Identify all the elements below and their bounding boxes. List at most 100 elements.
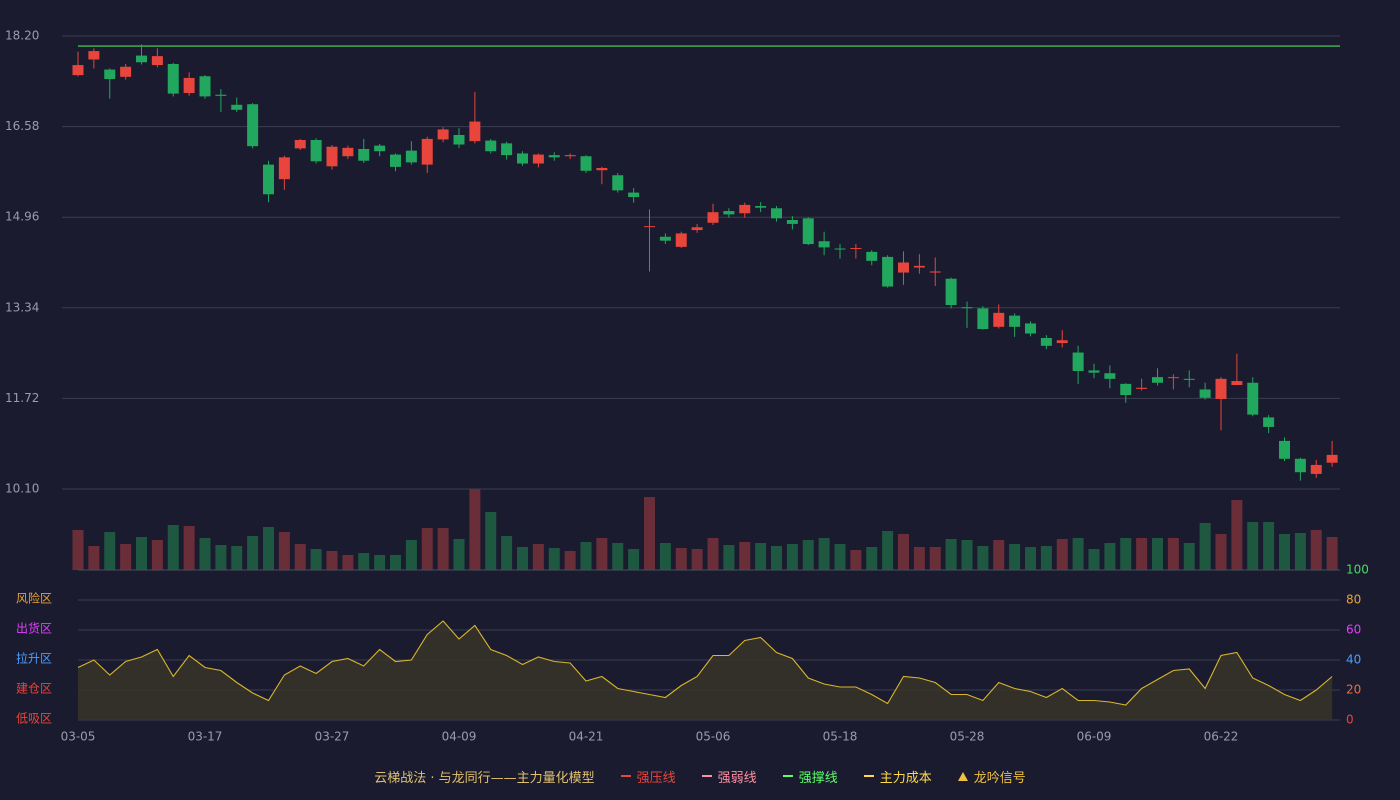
volume-bar xyxy=(263,527,274,570)
legend-item: 强弱线 xyxy=(701,767,757,786)
x-tick-label: 05-28 xyxy=(950,730,985,744)
zone-label: 低吸区 xyxy=(16,712,52,726)
volume-bar xyxy=(342,555,354,570)
volume-bar xyxy=(834,544,846,570)
volume-bar xyxy=(326,551,338,570)
indicator-tick-label: 100 xyxy=(1346,563,1369,577)
candle-body xyxy=(326,146,338,167)
x-tick-label: 03-17 xyxy=(188,730,223,744)
candle-body xyxy=(231,104,243,110)
candle-body xyxy=(675,233,687,247)
candle-body xyxy=(882,256,894,287)
legend: 云梯战法 · 与龙同行——主力量化模型 强压线 强弱线 强撑线 主力成本 龙吟信号 xyxy=(0,766,1400,786)
volume-bar xyxy=(1072,538,1084,570)
volume-bar xyxy=(818,538,830,570)
candle-body xyxy=(342,147,354,157)
volume-bar xyxy=(1231,500,1243,570)
volume-bar xyxy=(1310,530,1322,570)
candle-body xyxy=(771,208,782,219)
candle-body xyxy=(72,65,84,76)
volume-bar xyxy=(596,538,608,570)
legend-marker xyxy=(620,775,631,777)
candle-body xyxy=(707,212,719,223)
volume-bar xyxy=(421,528,433,570)
volume-bar xyxy=(485,512,497,570)
candle-body xyxy=(612,175,624,191)
candle-body xyxy=(517,153,528,164)
candle-body xyxy=(437,129,449,140)
x-tick-label: 04-09 xyxy=(442,730,477,744)
indicator-tick-label: 80 xyxy=(1346,593,1361,607)
volume-bar xyxy=(993,540,1005,570)
zone-label: 拉升区 xyxy=(16,651,52,666)
candle-body xyxy=(294,140,306,149)
volume-bar xyxy=(183,526,195,570)
candle-body xyxy=(659,236,671,241)
candle-body xyxy=(866,251,878,261)
legend-label: 强压线 xyxy=(636,770,676,786)
volume-bar xyxy=(802,540,814,570)
volume-bar xyxy=(1120,538,1132,570)
legend-label: 龙吟信号 xyxy=(973,770,1026,786)
candle-body xyxy=(485,140,497,152)
volume-bar xyxy=(755,543,767,570)
candle-body xyxy=(644,226,655,228)
candle-body xyxy=(755,206,767,208)
candle-body xyxy=(1152,377,1163,383)
volume-bar xyxy=(358,553,370,570)
legend-marker xyxy=(863,775,874,777)
volume-bar xyxy=(961,540,973,570)
candle-body xyxy=(104,69,116,80)
indicator-tick-label: 40 xyxy=(1346,653,1361,667)
candle-body xyxy=(1183,378,1195,380)
indicator-line xyxy=(77,620,1333,706)
legend-item: 强撑线 xyxy=(782,767,838,786)
candle-body xyxy=(850,247,862,249)
candle-body xyxy=(898,262,909,273)
volume-bar xyxy=(707,538,719,570)
legend-label: 强弱线 xyxy=(717,770,757,786)
volume-bar xyxy=(580,542,592,570)
volume-bar xyxy=(199,538,211,570)
volume-bar xyxy=(405,540,417,570)
candle-body xyxy=(199,76,211,97)
candle-body xyxy=(532,154,544,164)
zone-label: 风险区 xyxy=(16,591,52,606)
volume-bar xyxy=(644,497,655,570)
volume-bar xyxy=(691,549,703,570)
volume-bar xyxy=(1152,538,1163,570)
volume-bar xyxy=(628,549,640,570)
candle-body xyxy=(215,94,227,96)
volume-bar xyxy=(167,525,179,570)
candle-body xyxy=(1294,458,1306,473)
candle-body xyxy=(1215,378,1227,399)
volume-bar xyxy=(104,532,116,570)
volume-bar xyxy=(1104,543,1116,570)
candle-body xyxy=(596,167,608,171)
legend-item: 龙吟信号 xyxy=(957,767,1026,786)
volume-bar xyxy=(120,544,132,570)
volume-bar xyxy=(977,546,989,570)
legend-label: 强撑线 xyxy=(798,770,838,786)
volume-bar xyxy=(929,547,941,570)
volume-bar xyxy=(1136,538,1148,570)
candle-body xyxy=(1199,389,1211,398)
candle-body xyxy=(247,104,259,147)
candle-body xyxy=(390,154,401,167)
volume-bar xyxy=(898,534,909,570)
candle-body xyxy=(1088,370,1100,373)
volume-bar xyxy=(501,536,513,570)
volume-bar xyxy=(1294,533,1306,570)
volume-bar xyxy=(1247,522,1259,570)
candle-body xyxy=(1167,377,1179,379)
y-tick-label: 10.10 xyxy=(5,482,39,496)
volume-bar xyxy=(945,539,957,570)
volume-bar xyxy=(850,550,862,570)
x-tick-label: 03-05 xyxy=(61,730,96,744)
candle-body xyxy=(1040,338,1052,346)
volume-bar xyxy=(739,542,751,570)
x-tick-label: 05-06 xyxy=(696,730,731,744)
candle-body xyxy=(405,150,417,163)
volume-bar xyxy=(913,547,925,570)
